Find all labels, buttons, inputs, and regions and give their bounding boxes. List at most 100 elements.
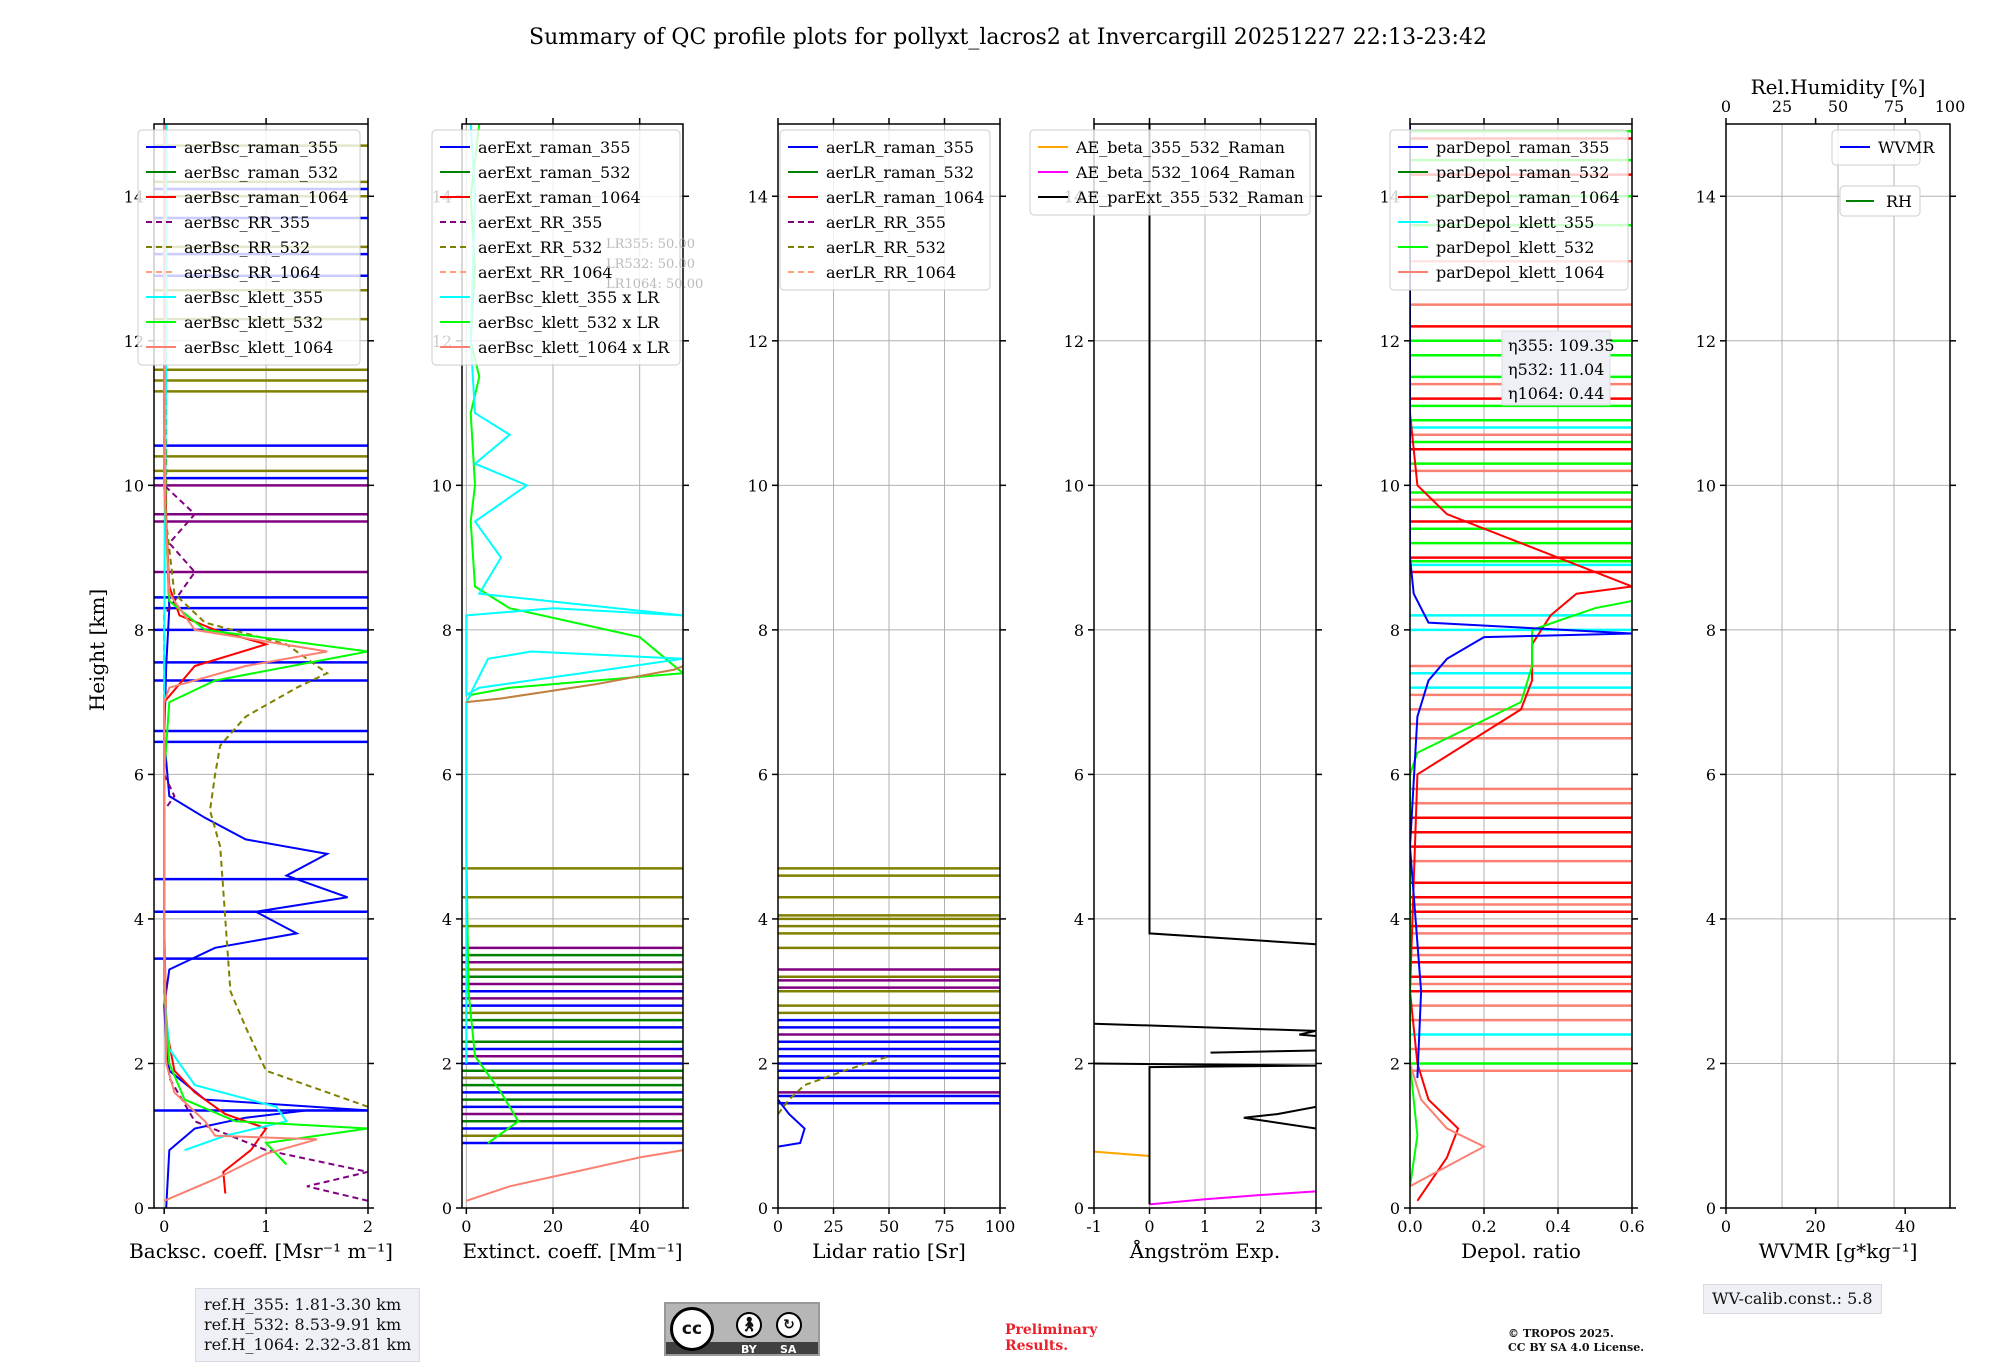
y-tick-label: 10: [432, 476, 452, 495]
cc-by-label: BY: [741, 1343, 757, 1356]
series-line: [1410, 600, 1632, 1187]
y-tick-label: 2: [758, 1054, 768, 1073]
x-tick-label: 0: [461, 1217, 471, 1236]
legend-label: WVMR: [1878, 138, 1935, 157]
series-line: [1149, 1190, 1316, 1206]
y-tick-label: 0: [758, 1199, 768, 1218]
y-tick-label: 10: [1696, 476, 1716, 495]
cc-license-badge: cc 🚶︎ ↻ BY SA: [664, 1302, 820, 1356]
x2-tick-label: 75: [1884, 97, 1904, 116]
legend-label: aerBsc_klett_1064: [184, 338, 333, 357]
x-tick-label: 2: [363, 1217, 373, 1236]
legend-label: parDepol_raman_532: [1436, 163, 1609, 182]
y-tick-label: 12: [1064, 332, 1084, 351]
legend-label: aerBsc_RR_355: [184, 213, 310, 232]
x-tick-label: 3: [1311, 1217, 1321, 1236]
legend-label: aerBsc_klett_355 x LR: [478, 288, 660, 307]
x-tick-label: 0.2: [1471, 1217, 1496, 1236]
y-tick-label: 4: [1074, 910, 1084, 929]
copyright-line-1: © TROPOS 2025.: [1508, 1327, 1614, 1340]
x-tick-label: 20: [543, 1217, 563, 1236]
legend-label: aerLR_raman_1064: [826, 188, 984, 207]
preliminary-line-1: Preliminary: [1005, 1322, 1098, 1338]
series-line: [163, 124, 328, 1202]
cc-sa-label: SA: [780, 1343, 797, 1356]
ref-height-532: ref.H_532: 8.53-9.91 km: [204, 1315, 402, 1334]
y-axis-label: Height [km]: [85, 589, 109, 711]
x-tick-label: 2: [1255, 1217, 1265, 1236]
legend-label: AE_parExt_355_532_Raman: [1075, 188, 1304, 207]
preliminary-results-note: Preliminary Results.: [1005, 1322, 1165, 1354]
x-tick-label: 25: [823, 1217, 843, 1236]
legend-label: aerExt_raman_1064: [478, 188, 641, 207]
legend: aerBsc_raman_355 aerBsc_raman_532 aerBsc_r…: [137, 129, 361, 366]
legend-label: aerBsc_klett_532 x LR: [478, 313, 660, 332]
series-line: [163, 124, 368, 1202]
wv-calib-box: WV-calib.const.: 5.8: [1703, 1284, 1882, 1314]
x-tick-label: 0: [773, 1217, 783, 1236]
x-tick-label: 1: [1200, 1217, 1210, 1236]
legend-rh: RH: [1839, 185, 1921, 217]
legend-label: AE_beta_532_1064_Raman: [1075, 163, 1295, 182]
wv-calib-const: WV-calib.const.: 5.8: [1712, 1289, 1873, 1308]
legend-label: aerLR_RR_1064: [826, 263, 956, 282]
series-line: [1410, 124, 1632, 1202]
y-tick-label: 2: [1390, 1054, 1400, 1073]
lr-annotation: LR355: 50.00: [606, 237, 695, 252]
x-tick-label: 40: [629, 1217, 649, 1236]
series-line: [163, 124, 368, 1108]
x-tick-label: 1: [261, 1217, 271, 1236]
legend-label: parDepol_raman_1064: [1436, 188, 1620, 207]
y-tick-label: 8: [1706, 621, 1716, 640]
series-line: [465, 1149, 683, 1202]
series-line: [1148, 124, 1316, 946]
x-tick-label: 100: [985, 1217, 1016, 1236]
legend-label: AE_beta_355_532_Raman: [1075, 138, 1285, 157]
panel-6: 0 2 4 6 8 10 12 14 0 20 40 WVMR [g*kg⁻¹] 0 25 50 75 100 R…: [1696, 75, 1966, 1263]
legend-label: aerBsc_raman_1064: [184, 188, 349, 207]
preliminary-line-2: Results.: [1005, 1338, 1069, 1354]
annotation-box: η355: 109.35 η532: 11.04 η1064: 0.44: [1501, 330, 1615, 406]
y-tick-label: 0: [1390, 1199, 1400, 1218]
y-tick-label: 10: [124, 476, 144, 495]
y-tick-label: 8: [1074, 621, 1084, 640]
x-tick-label: -1: [1086, 1217, 1102, 1236]
legend-label: aerBsc_RR_532: [184, 238, 310, 257]
legend-frame: [1029, 129, 1311, 216]
panel-frame: [153, 123, 369, 1209]
x2-tick-label: 0: [1721, 97, 1731, 116]
attribution-icon: 🚶︎: [736, 1312, 762, 1338]
legend: parDepol_raman_355 parDepol_raman_532 parD…: [1389, 129, 1629, 291]
x-axis-label: Lidar ratio [Sr]: [812, 1239, 966, 1263]
series-line: [1410, 1063, 1487, 1188]
panel-2: 0246810121402040Extinct. coeff. [Mm⁻¹]ae…: [431, 118, 703, 1263]
legend-label: parDepol_raman_355: [1436, 138, 1609, 157]
y-tick-label: 8: [1390, 621, 1400, 640]
y-tick-label: 0: [134, 1199, 144, 1218]
series-line: [778, 1098, 806, 1148]
legend: aerExt_raman_355 aerExt_raman_532 aerExt_r…: [431, 129, 681, 366]
legend-label: parDepol_klett_355: [1436, 213, 1594, 232]
y-tick-label: 8: [758, 621, 768, 640]
legend-label: aerExt_RR_355: [478, 213, 602, 232]
figure-title: Summary of QC profile plots for pollyxt_…: [529, 25, 1487, 50]
x2-tick-label: 50: [1828, 97, 1848, 116]
ref-height-355: ref.H_355: 1.81-3.30 km: [204, 1295, 402, 1314]
legend-label: aerBsc_raman_355: [184, 138, 338, 157]
y-tick-label: 12: [1696, 332, 1716, 351]
legend-frame: [1839, 185, 1921, 217]
y-tick-label: 6: [1074, 765, 1084, 784]
eta-annotation: η532: 11.04: [1508, 360, 1604, 379]
x-tick-label: 0: [159, 1217, 169, 1236]
y-tick-label: 6: [442, 765, 452, 784]
y-tick-label: 4: [442, 910, 452, 929]
panel-3: 0 2 4 6 8 10 12 14 0 25 50 75 100 Lidar ratio [Sr] aer…: [748, 118, 1016, 1263]
y-tick-label: 4: [1390, 910, 1400, 929]
legend-label: aerBsc_RR_1064: [184, 263, 320, 282]
eta-box: [1501, 330, 1611, 406]
y-tick-label: 6: [1390, 765, 1400, 784]
x-tick-label: 0.0: [1397, 1217, 1422, 1236]
